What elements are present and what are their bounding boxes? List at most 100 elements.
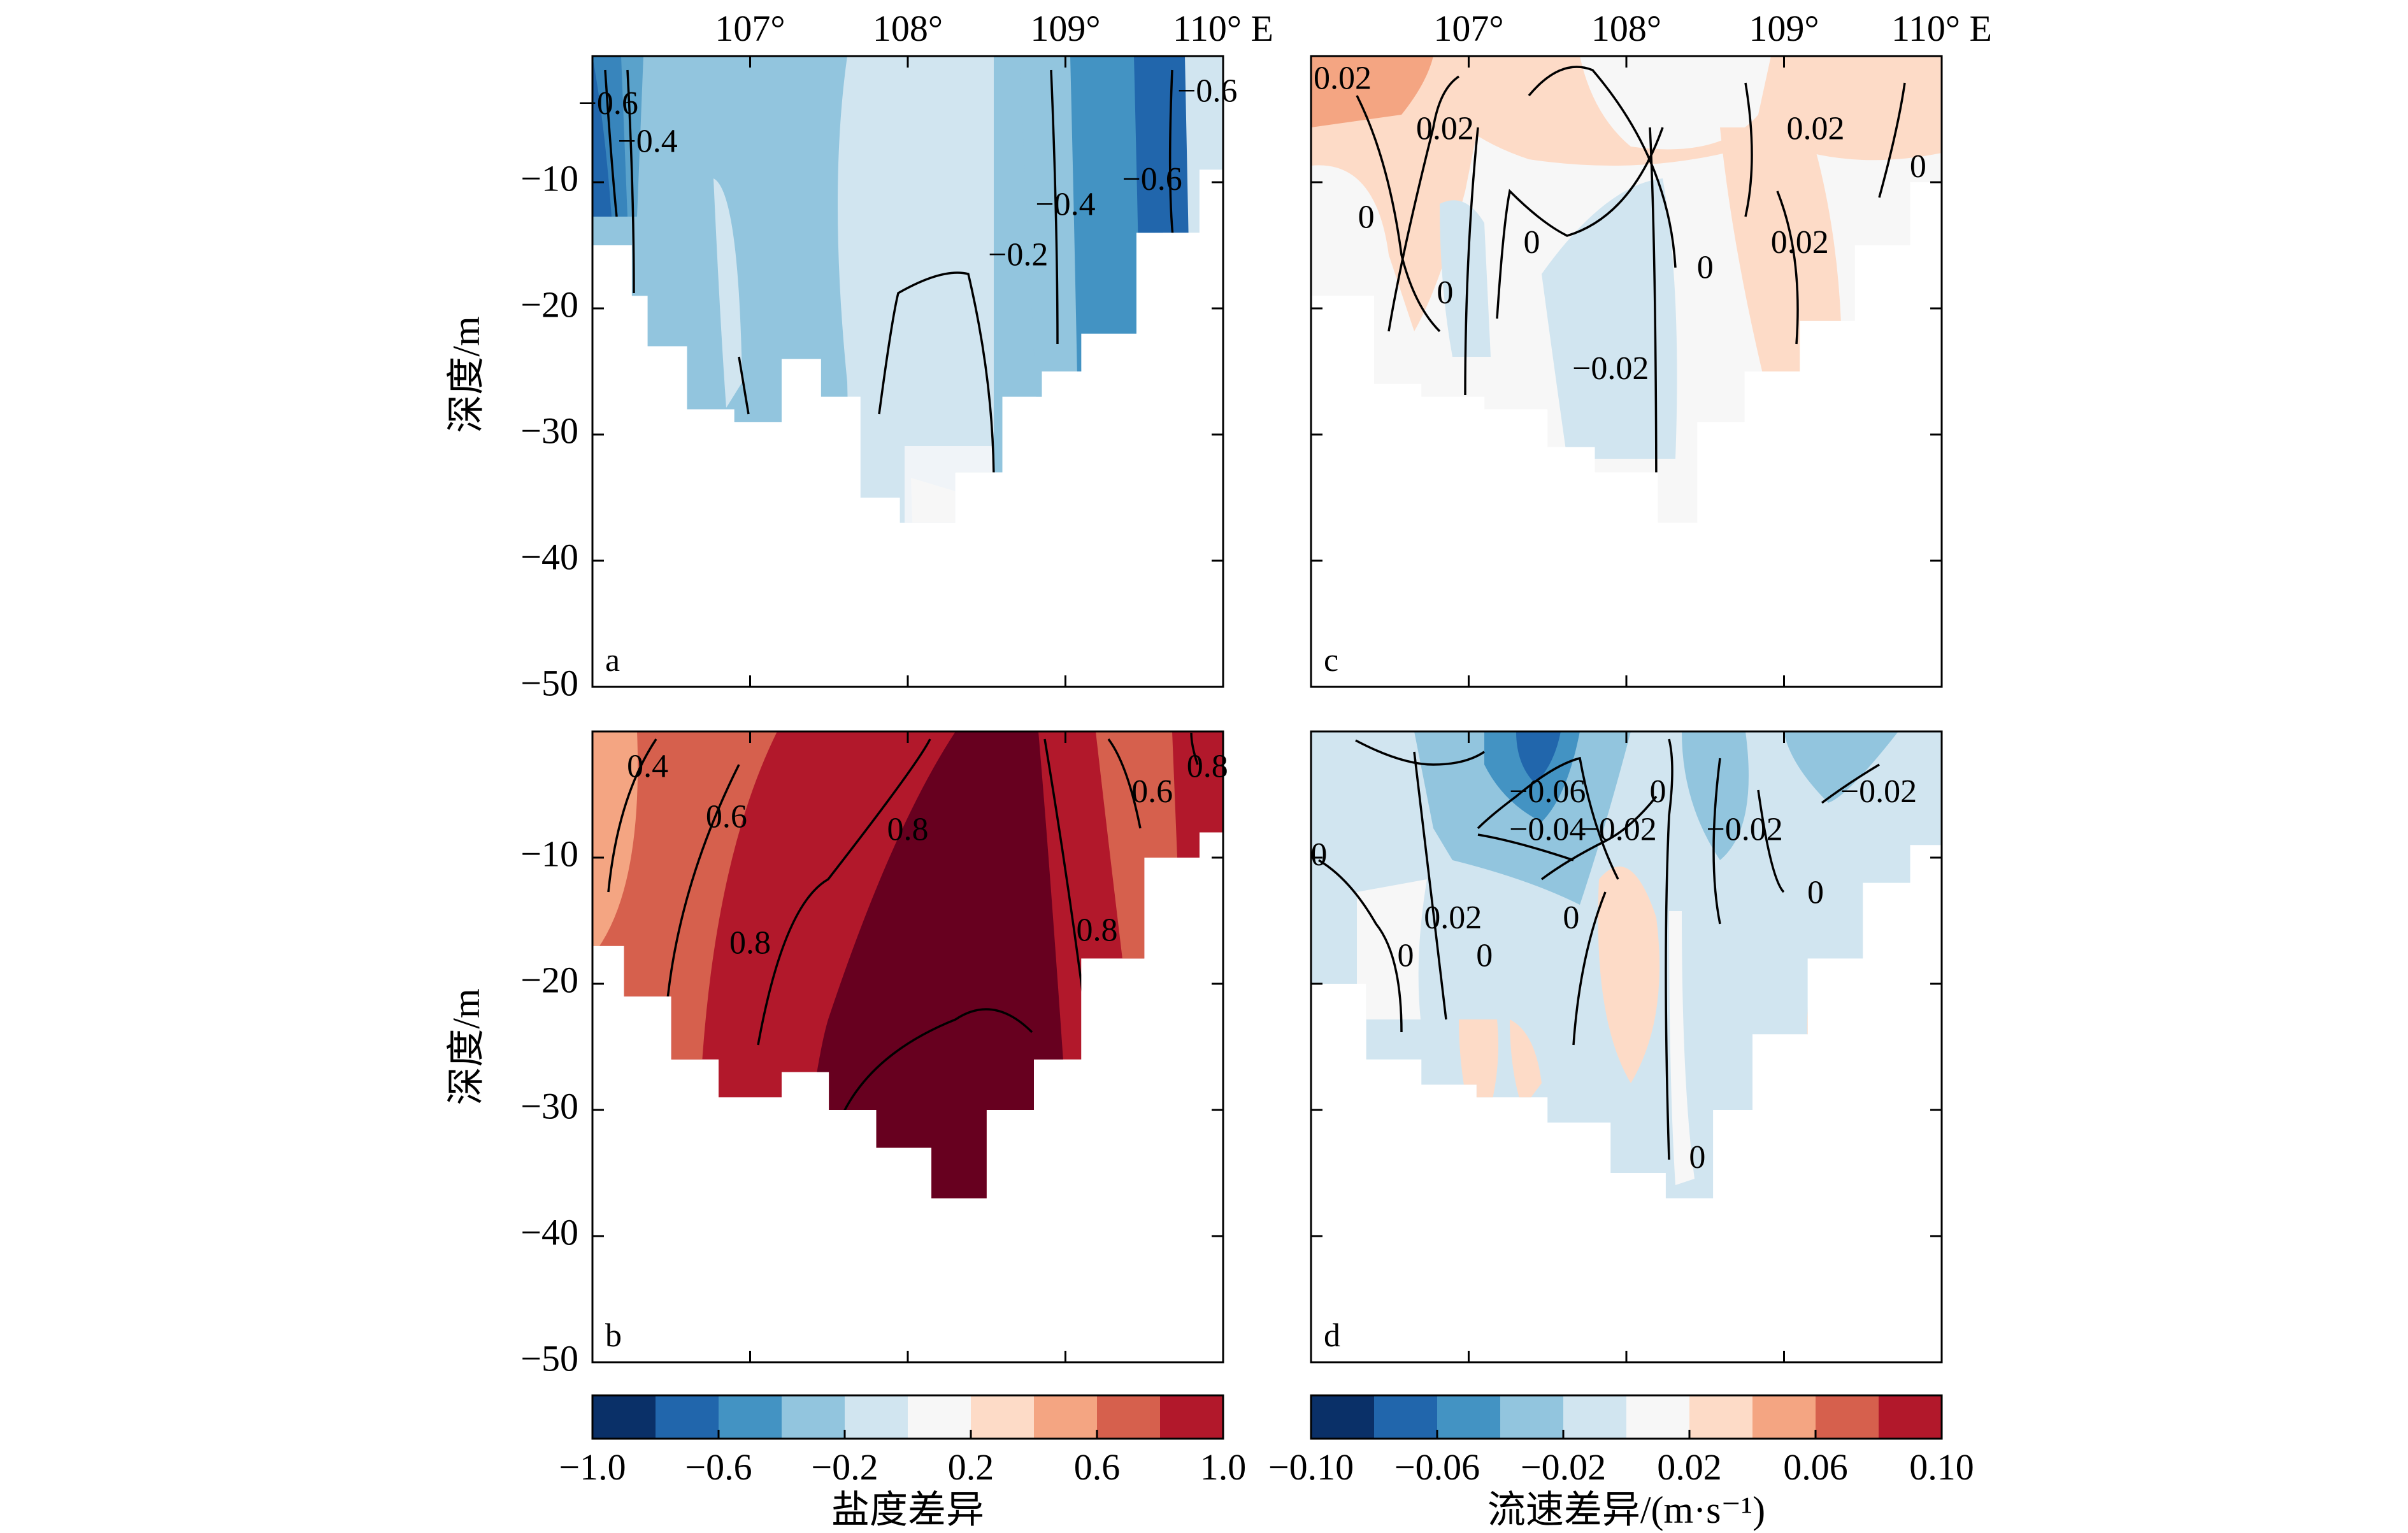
colorbar-cell: [1563, 1395, 1627, 1439]
y-ticks-d: [1311, 856, 1942, 1364]
contour-label: −0.06: [1509, 774, 1586, 810]
contour-label: 0.4: [627, 748, 668, 784]
y-tick-label: −40: [520, 536, 578, 577]
contour-label: −0.02: [1840, 774, 1917, 810]
contour-label: 0: [1398, 937, 1414, 974]
colorbar-tick-label: 0.2: [948, 1446, 994, 1488]
y-axis-label-b: 深度/m: [445, 988, 487, 1105]
y-tick-label: −50: [520, 662, 578, 703]
colorbar-tick-label: −0.6: [685, 1446, 752, 1488]
colorbar-tick-label: 0.02: [1657, 1446, 1722, 1488]
contour-label: 0.6: [706, 799, 747, 835]
panel-letter-a: a: [605, 642, 620, 679]
x-tick-label: 110° E: [1891, 8, 1992, 49]
panel-b: 0.40.6 0.80.8 0.80.60.8 −10−20−30−40−50 b …: [445, 730, 1228, 1379]
colorbar-tick-label: 1.0: [1200, 1446, 1247, 1488]
velocity-field-c: [1311, 56, 1942, 523]
y-ticks-a: −10 −20 −30 −40 −50: [520, 157, 1223, 703]
colorbar-cell: [719, 1395, 782, 1439]
x-tick-label: 108°: [873, 8, 943, 49]
contour-label: −0.4: [1035, 187, 1095, 223]
colorbar-salinity-cells: [592, 1395, 1224, 1439]
contour-labels-c: 0.02 0.02 0 0 0 −0.02 0 0.02 0.02 0: [1314, 61, 1926, 387]
contour-label: −0.2: [988, 237, 1048, 273]
contour-label: 0.8: [887, 811, 929, 847]
contour-label: −0.6: [578, 85, 638, 122]
x-tick-label: 108°: [1591, 8, 1661, 49]
contour-labels-b: 0.4 0.6 0.8 0.8 0.8 0.6 0.8: [627, 748, 1228, 961]
colorbar-cell: [1879, 1395, 1942, 1439]
x-ticks-top-a: 107° 108° 109° 110° E: [715, 8, 1273, 687]
contour-label: 0.8: [1187, 748, 1228, 784]
colorbar-velocity-cells: [1311, 1395, 1942, 1439]
contour-label: −0.4: [617, 124, 677, 160]
colorbar-cell: [1626, 1395, 1690, 1439]
colorbar-tick-label: −1.0: [559, 1446, 626, 1488]
panel-letter-d: d: [1324, 1318, 1340, 1354]
contour-label: −0.04: [1509, 811, 1586, 847]
y-axis-label-a: 深度/m: [445, 316, 487, 433]
colorbar-tick-label: 0.6: [1074, 1446, 1121, 1488]
y-tick-label: −20: [520, 284, 578, 325]
contour-label: 0.02: [1314, 61, 1372, 97]
colorbar-cell: [1374, 1395, 1438, 1439]
contour-label: 0.8: [729, 925, 771, 961]
contour-label: 0: [1910, 148, 1926, 185]
contour-label: 0: [1807, 874, 1824, 910]
contour-label: 0: [1524, 224, 1540, 261]
colorbar-salinity-ticks: −1.0 −0.6 −0.2 0.2 0.6 1.0: [559, 1430, 1246, 1488]
colorbar-velocity: −0.10 −0.06 −0.02 0.02 0.06 0.10 流速差异/(m·s⁻¹): [1268, 1394, 1974, 1531]
contour-label: 0: [1689, 1139, 1705, 1176]
contour-label: −0.02: [1572, 350, 1649, 387]
colorbar-tick-label: 0.06: [1783, 1446, 1848, 1488]
contour-label: 0.02: [1771, 224, 1829, 261]
colorbar-velocity-label: 流速差异/(m·s⁻¹): [1487, 1489, 1765, 1531]
panel-letter-b: b: [605, 1318, 622, 1354]
contour-label: 0.8: [1077, 912, 1118, 949]
x-tick-label: 109°: [1749, 8, 1819, 49]
contour-labels-a: −0.6−0.4−0.2−0.4−0.6−0.6: [578, 73, 1238, 273]
contour-label: −0.6: [1122, 161, 1182, 198]
panel-letter-c: c: [1324, 642, 1338, 679]
colorbar-salinity-label: 盐度差异: [831, 1489, 984, 1531]
colorbar-cell: [1160, 1395, 1224, 1439]
colorbar-cell: [971, 1395, 1035, 1439]
colorbar-cell: [592, 1395, 656, 1439]
contour-label: 0.6: [1131, 774, 1173, 810]
colorbar-velocity-ticks: −0.10 −0.06 −0.02 0.02 0.06 0.10: [1268, 1430, 1974, 1488]
contour-label: 0: [1310, 837, 1327, 873]
contour-label: 0: [1563, 900, 1579, 936]
contour-label: −0.02: [1706, 811, 1782, 847]
colorbar-cell: [782, 1395, 845, 1439]
colorbar-cell: [1500, 1395, 1564, 1439]
y-tick-label: −50: [520, 1337, 578, 1379]
x-tick-label: 109°: [1030, 8, 1100, 49]
y-ticks-c: [1311, 181, 1942, 688]
contour-label: 0: [1697, 250, 1714, 286]
y-tick-label: −30: [520, 410, 578, 451]
y-tick-label: −30: [520, 1085, 578, 1126]
y-tick-label: −40: [520, 1211, 578, 1253]
colorbar-cell: [1752, 1395, 1816, 1439]
y-ticks-b: −10 −20 −30 −40 −50: [520, 833, 1223, 1379]
colorbar-salinity: −1.0 −0.6 −0.2 0.2 0.6 1.0 盐度差异: [559, 1394, 1246, 1531]
salinity-field-a: [592, 56, 1223, 523]
x-ticks-top-c: 107° 108° 109° 110° E: [1433, 8, 1992, 687]
colorbar-cell: [1437, 1395, 1501, 1439]
x-tick-label: 110° E: [1173, 8, 1273, 49]
colorbar-tick-label: −0.06: [1394, 1446, 1480, 1488]
contour-label: 0.02: [1424, 900, 1482, 936]
y-tick-label: −10: [520, 157, 578, 199]
contour-label: 0: [1476, 937, 1493, 974]
colorbar-cell: [908, 1395, 971, 1439]
panel-a: −0.6−0.4−0.2−0.4−0.6−0.6 107° 108° 109° 110…: [445, 8, 1273, 703]
contour-label: 0.02: [1787, 111, 1845, 147]
contour-label: 0: [1650, 774, 1666, 810]
contour-label: 0: [1358, 199, 1375, 235]
x-ticks-d: [1468, 731, 1943, 1362]
colorbar-cell: [656, 1395, 719, 1439]
